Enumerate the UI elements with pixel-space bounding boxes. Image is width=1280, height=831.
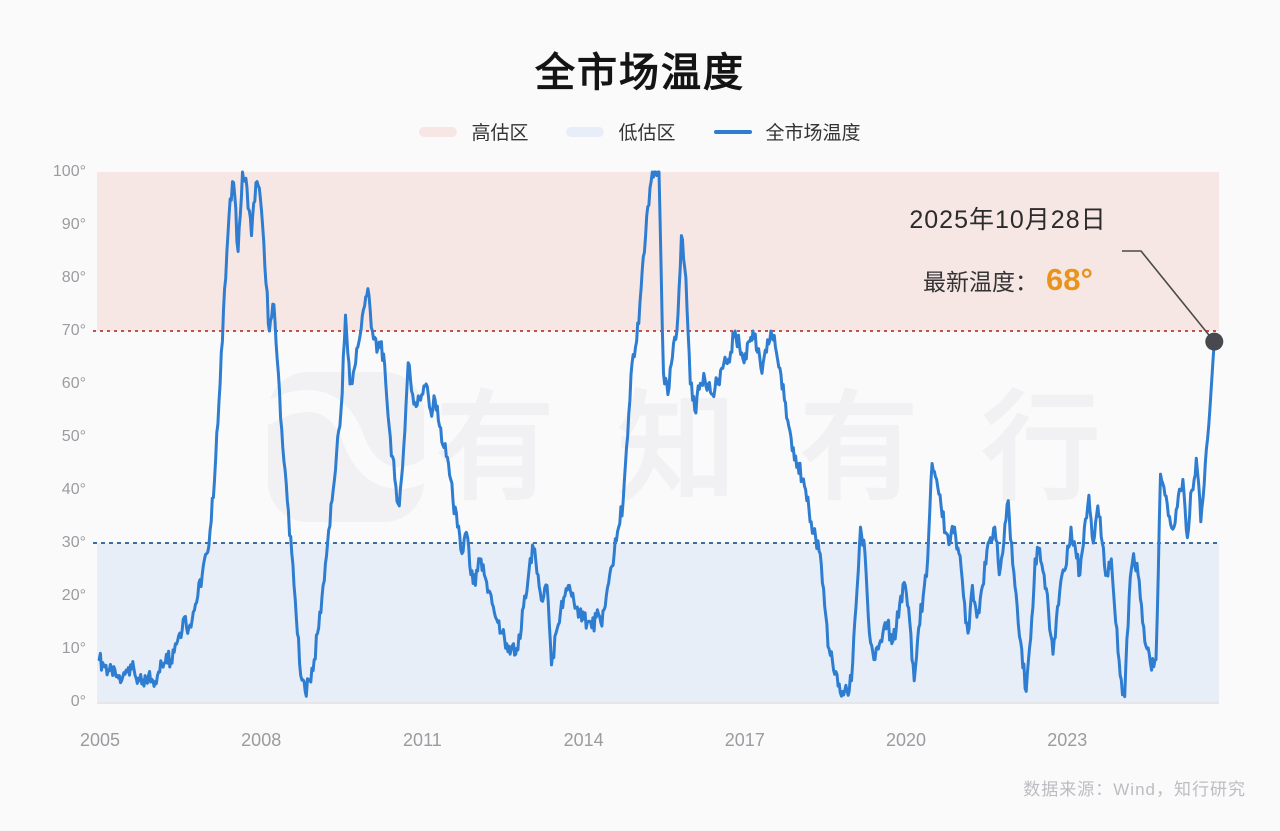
legend-item-temperature: 全市场温度 — [713, 118, 861, 145]
latest-temp-row: 最新温度： 68° — [868, 262, 1148, 298]
latest-date-label: 2025年10月28日 — [909, 206, 1107, 234]
x-tick-label: 2005 — [79, 730, 121, 750]
legend-label-overvalued: 高估区 — [471, 123, 529, 144]
x-tick-label: 2014 — [563, 730, 604, 750]
temperature-series-line — [97, 170, 1216, 699]
watermark-logo-curve — [251, 390, 441, 489]
y-tick-label: 70° — [61, 322, 86, 339]
legend-item-overvalued: 高估区 — [419, 118, 528, 145]
y-tick-label: 30° — [61, 534, 86, 551]
x-tick-label: 2008 — [241, 730, 282, 750]
y-tick-label: 20° — [61, 587, 86, 604]
source-note: 数据来源：Wind，知行研究 — [1023, 780, 1246, 799]
temperature-line-swatch — [713, 129, 752, 134]
y-tick-label: 60° — [61, 375, 86, 392]
latest-temp-label: 最新温度： — [923, 269, 1039, 295]
x-tick-label: 2023 — [1047, 730, 1088, 750]
watermark-text: 有知有行 — [436, 383, 1164, 515]
legend-label-temperature: 全市场温度 — [765, 123, 861, 144]
y-tick-label: 0° — [70, 693, 86, 710]
y-tick-label: 90° — [61, 216, 86, 233]
overvalued-zone-swatch — [419, 126, 458, 137]
y-tick-label: 50° — [61, 428, 86, 445]
legend: 高估区 低估区 全市场温度 — [0, 118, 1280, 145]
latest-point-dot — [1205, 332, 1224, 351]
x-tick-label: 2011 — [403, 730, 442, 750]
undervalued-zone-swatch — [566, 126, 605, 137]
x-tick-label: 2020 — [886, 730, 927, 750]
overvalued-band — [97, 172, 1219, 331]
legend-label-undervalued: 低估区 — [618, 123, 676, 144]
x-tick-label: 2017 — [724, 730, 765, 750]
y-tick-label: 100° — [52, 163, 86, 180]
latest-annotation: 2025年10月28日 最新温度： 68° — [868, 200, 1148, 298]
legend-item-undervalued: 低估区 — [566, 118, 676, 145]
y-tick-label: 10° — [61, 640, 86, 657]
annotation-leader-line — [1122, 250, 1215, 343]
y-tick-label: 80° — [61, 269, 86, 286]
latest-temp-value: 68° — [1046, 262, 1093, 297]
y-tick-label: 40° — [61, 481, 86, 498]
page-title: 全市场温度 — [535, 51, 745, 95]
